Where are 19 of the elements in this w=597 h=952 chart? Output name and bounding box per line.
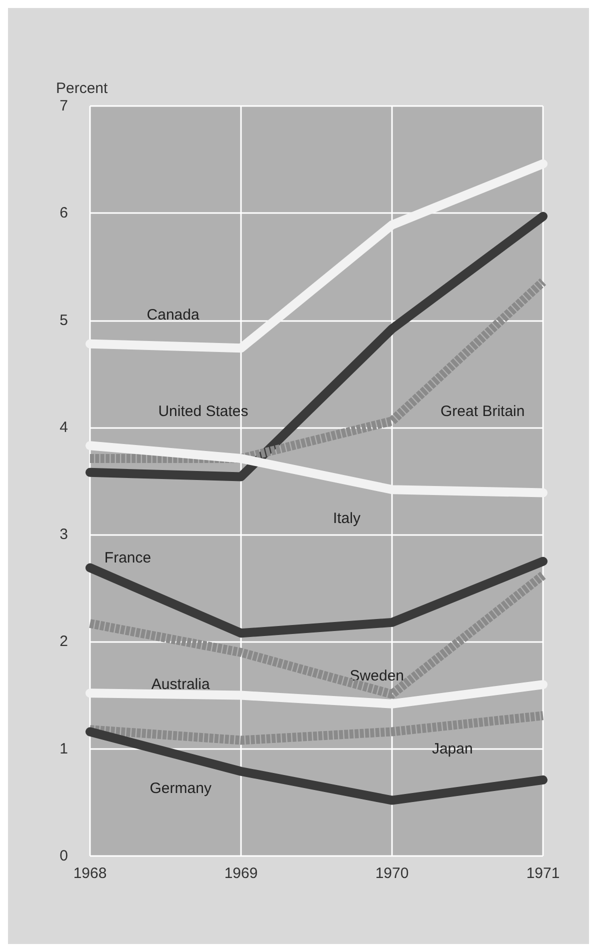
y-tick-label: 2 <box>60 633 68 650</box>
series-label: Italy <box>332 510 361 527</box>
y-tick-label: 0 <box>60 848 68 864</box>
y-tick-label: 4 <box>60 418 68 436</box>
x-tick-label: 1968 <box>73 865 107 882</box>
y-axis-title: Percent <box>56 80 109 97</box>
y-tick-label: 6 <box>60 204 68 222</box>
y-tick-label: 7 <box>60 98 68 114</box>
series-label: Great Britain <box>440 402 525 420</box>
series-label: Canada <box>146 306 200 324</box>
x-tick-label: 1970 <box>375 865 409 882</box>
y-tick-label: 3 <box>60 526 68 544</box>
series-label: France <box>104 550 152 567</box>
y-tick-label: 5 <box>60 312 68 329</box>
series-label: Australia <box>151 676 210 694</box>
x-tick-label: 1971 <box>526 865 560 882</box>
x-tick-label: 1969 <box>224 865 258 882</box>
series-label: Germany <box>150 780 212 797</box>
y-tick-label: 1 <box>60 740 68 758</box>
